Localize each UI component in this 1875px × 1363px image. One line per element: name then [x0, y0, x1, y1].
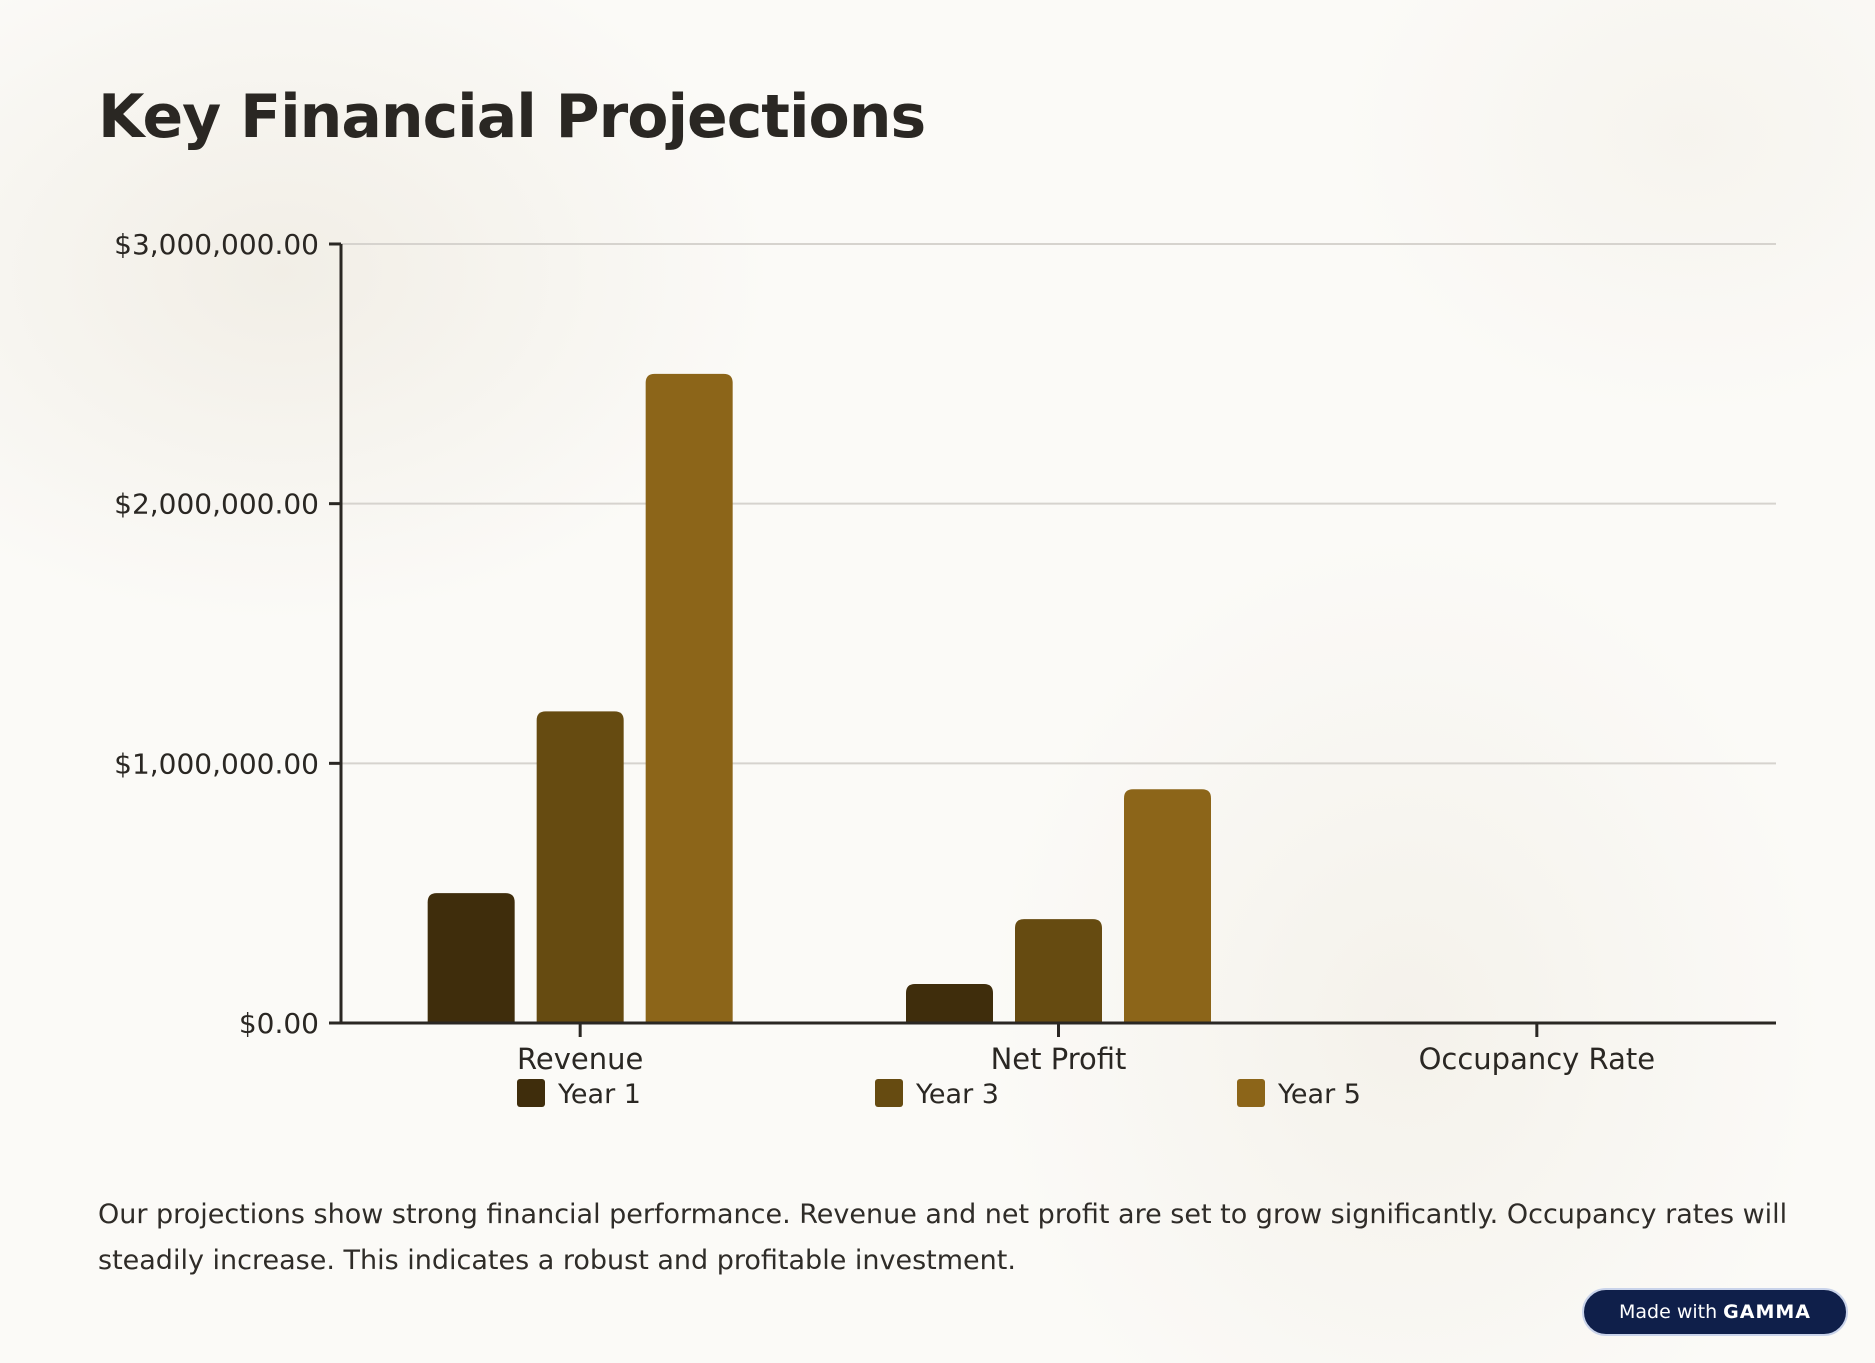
legend-label: Year 3: [915, 1079, 999, 1110]
legend-label: Year 5: [1277, 1079, 1361, 1110]
made-with-gamma-badge[interactable]: Made with GAMMA: [1582, 1288, 1848, 1336]
y-tick-label: $2,000,000.00: [114, 488, 319, 521]
legend-swatch: [1237, 1079, 1265, 1107]
bar: [536, 711, 624, 1023]
legend-swatch: [875, 1079, 903, 1107]
y-tick-label: $3,000,000.00: [114, 228, 319, 261]
legend: Year 1 Year 3 Year 5: [517, 1079, 1361, 1110]
y-tick-label: $1,000,000.00: [114, 747, 319, 780]
legend-label: Year 1: [557, 1079, 641, 1110]
legend-swatch: [517, 1079, 545, 1107]
grid-lines: [341, 243, 1776, 765]
bar: [906, 984, 993, 1023]
x-tick-label: Net Profit: [991, 1042, 1127, 1076]
bars: [427, 373, 1211, 1023]
bar-chart: $0.00 $1,000,000.00 $2,000,000.00 $3,000,00…: [114, 228, 1776, 1110]
y-tick-label: $0.00: [239, 1007, 319, 1040]
page-title: Key Financial Projections: [98, 82, 926, 152]
x-tick-label: Occupancy Rate: [1419, 1042, 1655, 1076]
bar: [645, 373, 733, 1023]
y-axis-ticks: $0.00 $1,000,000.00 $2,000,000.00 $3,000,00…: [114, 228, 341, 1040]
bar: [1124, 789, 1211, 1023]
badge-prefix: Made with: [1619, 1301, 1718, 1323]
summary-caption: Our projections show strong financial pe…: [98, 1199, 1788, 1276]
bar: [427, 893, 515, 1023]
bar: [1015, 919, 1102, 1023]
x-axis-ticks: Revenue Net Profit Occupancy Rate: [517, 1023, 1655, 1076]
gamma-logo-text: GAMMA: [1723, 1301, 1811, 1323]
x-tick-label: Revenue: [517, 1042, 643, 1076]
